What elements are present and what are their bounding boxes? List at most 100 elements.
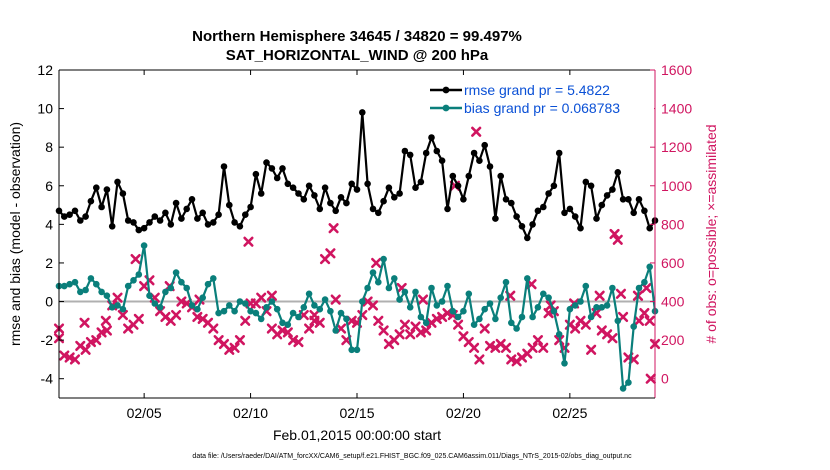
rmse-point: [321, 184, 329, 191]
bias-point: [502, 278, 510, 286]
assimilated-count-marker: [367, 300, 379, 311]
y-right-tick-label: 200: [661, 332, 685, 348]
bias-point: [545, 294, 552, 302]
bias-point: [518, 313, 526, 321]
bias-point: [438, 298, 446, 305]
bias-point: [146, 292, 153, 300]
bias-point: [188, 302, 196, 309]
bias-point: [311, 302, 318, 309]
rmse-point: [577, 224, 584, 232]
x-marker-stroke: [639, 308, 650, 319]
rmse-point: [417, 178, 425, 186]
rmse-point: [646, 224, 653, 232]
bias-point: [66, 280, 73, 288]
rmse-point: [635, 196, 643, 203]
rmse-point: [263, 159, 270, 166]
rmse-point: [210, 219, 217, 226]
x-tick-label: 02/20: [446, 405, 481, 421]
bias-point: [263, 304, 270, 311]
bias-point: [571, 302, 579, 309]
x-marker-stroke: [633, 315, 645, 326]
bias-point: [82, 286, 89, 294]
bias-point: [119, 305, 127, 313]
rmse-point: [492, 215, 499, 222]
rmse-point: [135, 226, 143, 234]
rmse-point: [561, 209, 568, 217]
bias-point: [614, 317, 622, 325]
bias-point: [391, 275, 398, 282]
assimilated-count-marker: [100, 315, 111, 326]
rmse-point: [231, 219, 238, 226]
assimilated-count-marker: [371, 257, 382, 269]
x-marker-stroke: [101, 325, 112, 336]
rmse-point: [412, 184, 419, 191]
rmse-point: [497, 172, 505, 180]
bias-point: [481, 305, 489, 313]
bias-point: [289, 309, 297, 317]
y-left-tick-label: 4: [45, 216, 53, 232]
bias-point: [401, 288, 409, 296]
assimilated-count-marker: [293, 336, 304, 348]
y-right-tick-label: 600: [661, 255, 685, 271]
bias-point: [199, 294, 206, 302]
assimilated-count-marker: [399, 319, 410, 330]
x-marker-stroke: [170, 309, 182, 321]
assimilated-count-marker: [417, 294, 429, 305]
assimilated-count-marker: [80, 344, 91, 355]
rmse-point: [108, 223, 116, 230]
rmse-point: [172, 199, 180, 207]
rmse-point: [305, 182, 313, 190]
rmse-point: [630, 209, 637, 217]
rmse-point: [566, 205, 574, 213]
rmse-point: [550, 182, 558, 190]
rmse-point: [289, 184, 297, 191]
assimilated-count-marker: [538, 342, 549, 353]
y-left-tick-label: 10: [37, 101, 53, 117]
bias-point: [162, 288, 169, 296]
assimilated-count-marker: [641, 282, 652, 294]
bias-point: [130, 277, 137, 284]
rmse-point: [146, 219, 153, 226]
bias-point: [220, 307, 228, 315]
bias-point: [454, 313, 462, 321]
rmse-point: [391, 194, 398, 201]
rmse-point: [66, 211, 73, 218]
rmse-point: [124, 217, 132, 224]
x-marker-stroke: [399, 319, 410, 330]
rmse-point: [284, 180, 292, 188]
assimilated-count-marker: [500, 342, 512, 353]
bias-point: [625, 379, 632, 386]
rmse-point: [194, 215, 201, 222]
rmse-point: [300, 196, 308, 203]
x-marker-stroke: [208, 323, 219, 334]
rmse-point: [119, 190, 127, 197]
x-marker-stroke: [615, 288, 627, 299]
bias-point: [433, 302, 441, 309]
bias-point: [108, 304, 116, 311]
rmse-line: [58, 111, 656, 239]
rmse-point: [204, 221, 212, 228]
assimilated-count-marker: [330, 294, 341, 305]
bias-point: [321, 296, 329, 303]
x-tick-label: 02/15: [339, 405, 374, 421]
bias-point: [348, 346, 356, 354]
rmse-point: [534, 207, 542, 215]
x-marker-stroke: [293, 336, 304, 348]
assimilated-count-marker: [586, 344, 597, 355]
bias-point: [492, 315, 499, 323]
x-marker-stroke: [607, 333, 618, 344]
bias-point: [486, 300, 494, 307]
y-right-tick-label: 1200: [661, 139, 692, 155]
rmse-point: [343, 199, 350, 207]
x-marker-stroke: [609, 228, 620, 240]
rmse-point: [375, 209, 382, 217]
rmse-point: [167, 221, 175, 228]
rmse-point: [199, 209, 206, 217]
rmse-point: [103, 186, 111, 193]
assimilated-count-marker: [644, 315, 655, 326]
bias-point: [513, 325, 520, 332]
rmse-point: [332, 207, 340, 215]
assimilated-count-marker: [479, 323, 490, 334]
legend-rmse-marker: [442, 86, 450, 94]
x-marker-stroke: [309, 309, 320, 321]
